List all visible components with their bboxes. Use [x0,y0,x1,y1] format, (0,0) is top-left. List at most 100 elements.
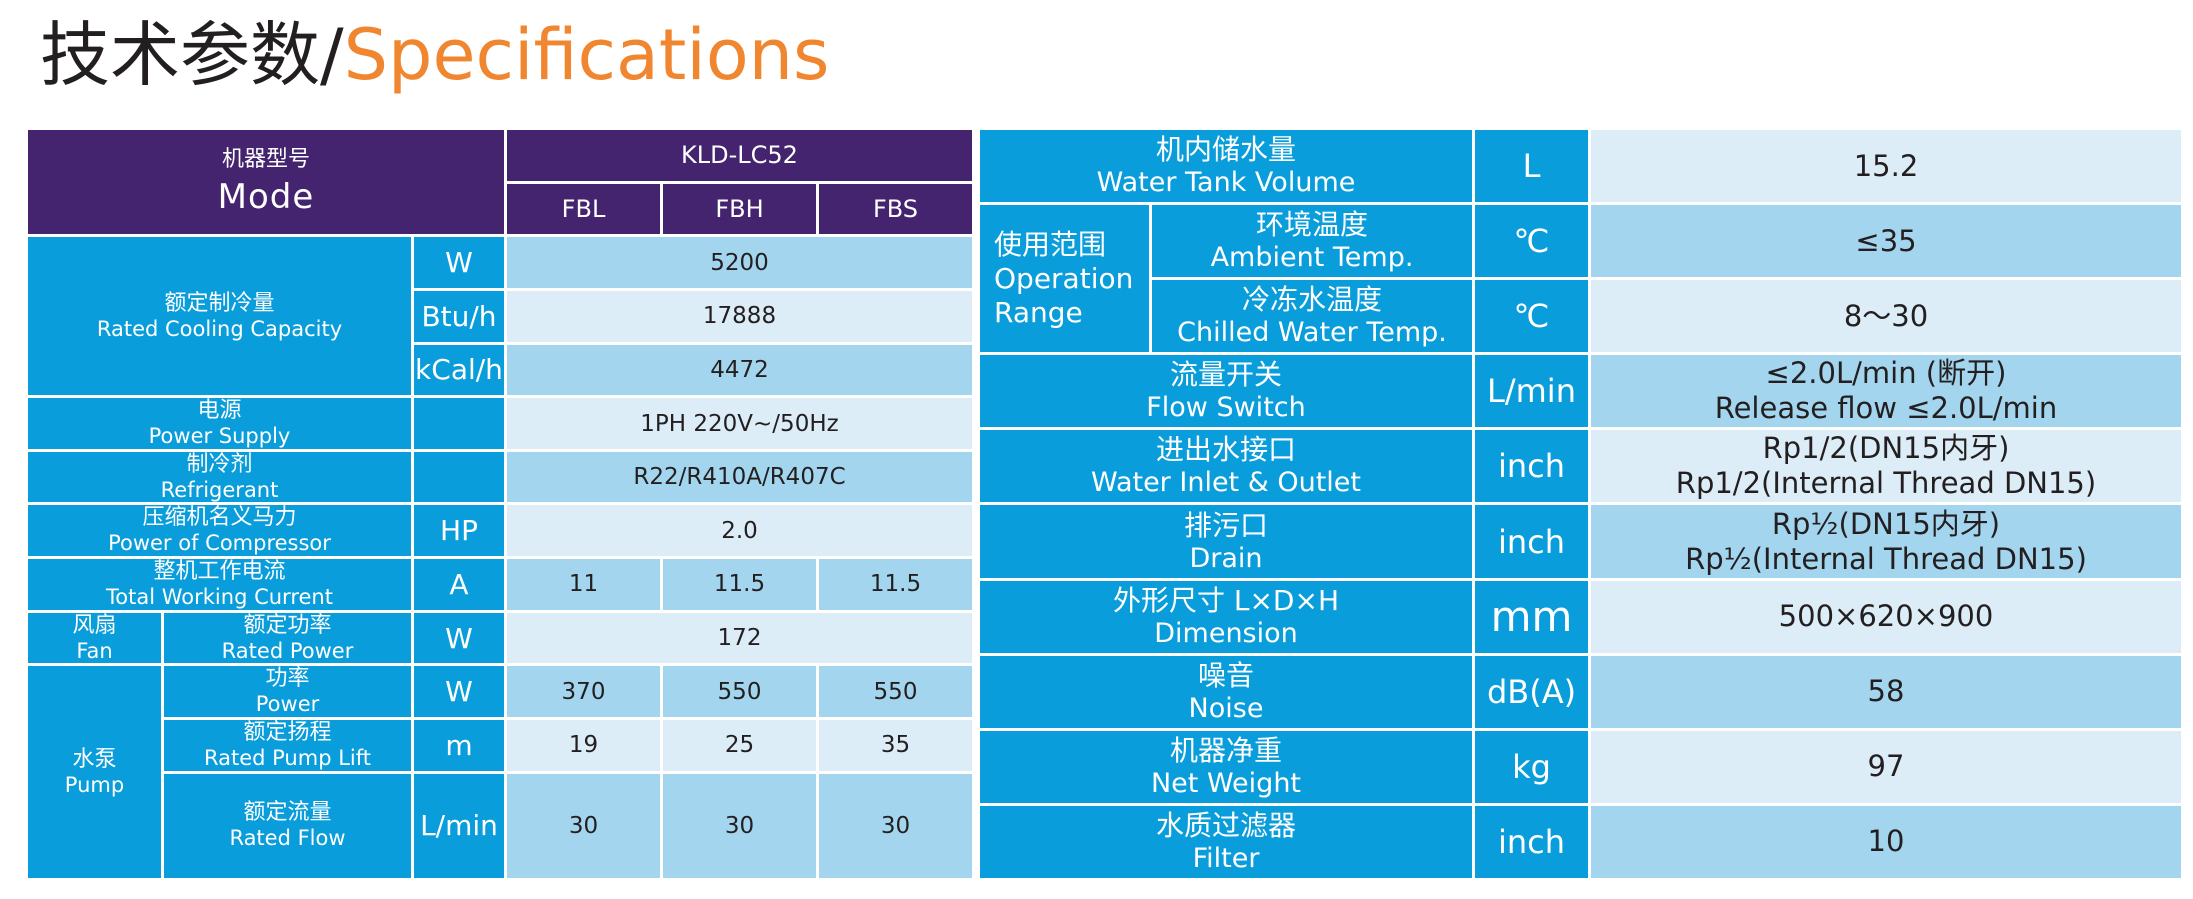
model-header: KLD-LC52 [507,130,972,181]
value-cell: 370 [507,666,660,718]
unit-cell [414,451,504,503]
label-en: Rated Flow [229,826,346,851]
unit-cell: inch [1475,430,1588,503]
filter-label: 水质过滤器 Filter [980,805,1472,878]
label-cn: 功率 [265,666,310,692]
label-en: Ambient Temp. [1210,242,1414,274]
value-cell: 11.5 [663,559,816,610]
unit-cell: A [414,559,504,610]
value-cell: 550 [819,666,972,718]
label-cn: 环境温度 [1255,208,1368,242]
unit-cell: W [414,612,504,664]
unit-cell: kg [1475,730,1588,803]
mode-label-cn: 机器型号 [221,147,310,173]
unit-cell: W [414,666,504,718]
value-cell: 11.5 [819,559,972,610]
refrigerant-label: 制冷剂 Refrigerant [28,451,411,503]
value-cell: 25 [663,720,816,771]
label-cn: 额定流量 [243,800,332,826]
unit-cell: L/min [414,773,504,878]
unit-cell: ℃ [1475,205,1588,278]
label-cn: 机器净重 [1169,733,1282,767]
label-en: Water Tank Volume [1096,167,1356,199]
operation-range-label: 使用范围 Operation Range [980,205,1149,353]
ambient-temp-label: 环境温度 Ambient Temp. [1152,205,1472,278]
unit-cell: dB(A) [1475,655,1588,728]
label-en: Water Inlet & Outlet [1090,467,1362,499]
label-en: Power [255,692,320,717]
value-cell: 19 [507,720,660,771]
value-cell: 58 [1591,655,2181,728]
tank-volume-label: 机内储水量 Water Tank Volume [980,130,1472,203]
label-en: Dimension [1154,617,1298,649]
value-cell: 97 [1591,730,2181,803]
value-cell: 550 [663,666,816,718]
label-en: Power Supply [148,424,291,449]
unit-cell: inch [1475,505,1588,578]
chilled-water-temp-label: 冷冻水温度 Chilled Water Temp. [1152,280,1472,353]
inlet-outlet-label: 进出水接口 Water Inlet & Outlet [980,430,1472,503]
flow-switch-label: 流量开关 Flow Switch [980,355,1472,428]
unit-cell: m [414,720,504,771]
label-en: Flow Switch [1146,392,1306,424]
unit-cell: W [414,237,504,288]
mode-label-en: Mode [217,177,315,218]
unit-cell: mm [1475,580,1588,653]
label-en: Operation [994,261,1134,295]
label-cn: 制冷剂 [186,451,253,477]
value-cell: 35 [819,720,972,771]
value-line: Release flow ≤2.0L/min [1714,391,2058,426]
label-en: Power of Compressor [108,531,331,556]
label-en: Net Weight [1150,767,1302,799]
value-cell: 30 [663,773,816,878]
power-supply-label: 电源 Power Supply [28,398,411,449]
noise-label: 噪音 Noise [980,655,1472,728]
specs-table-right: 机内储水量 Water Tank Volume L 15.2 使用范围 Oper… [980,130,2181,878]
label-cn: 噪音 [1197,658,1254,692]
label-cn: 压缩机名义马力 [142,505,297,531]
working-current-label: 整机工作电流 Total Working Current [28,559,411,610]
value-line: Rp1/2(Internal Thread DN15) [1675,466,2097,501]
label-en: Range [994,295,1083,329]
pump-flow-label: 额定流量 Rated Flow [164,773,411,878]
net-weight-label: 机器净重 Net Weight [980,730,1472,803]
compressor-label: 压缩机名义马力 Power of Compressor [28,505,411,557]
value-cell: R22/R410A/R407C [507,451,972,503]
label-cn: 排污口 [1183,508,1268,542]
label-en: Rated Pump Lift [203,745,371,770]
fan-rated-power-label: 额定功率 Rated Power [164,612,411,664]
value-cell: 30 [507,773,660,878]
pump-label: 水泵 Pump [28,666,161,878]
value-cell: 30 [819,773,972,878]
label-cn: 冷冻水温度 [1241,283,1382,317]
mode-header: 机器型号 Mode [28,130,504,235]
label-en: Noise [1188,692,1264,724]
pump-power-label: 功率 Power [164,666,411,718]
page-title-chinese: 技术参数/ [40,14,344,96]
value-cell: 2.0 [507,505,972,557]
label-en: Total Working Current [106,584,333,609]
unit-cell: HP [414,505,504,557]
value-cell: 4472 [507,344,972,396]
page-title: 技术参数/Specifications [40,10,830,100]
label-cn: 电源 [197,398,242,424]
label-cn: 风扇 [72,612,117,638]
label-en: Drain [1189,542,1263,574]
label-en: Rated Power [221,638,354,663]
label-en: Refrigerant [160,477,279,502]
label-cn: 流量开关 [1169,358,1282,392]
cooling-capacity-label: 额定制冷量 Rated Cooling Capacity [28,237,411,396]
label-en: Chilled Water Temp. [1177,317,1447,349]
label-cn: 进出水接口 [1155,433,1296,467]
page-title-english: Specifications [343,14,830,96]
label-cn: 额定扬程 [243,720,332,745]
value-cell: 500×620×900 [1591,580,2181,653]
value-cell: 172 [507,612,972,664]
value-cell: ≤35 [1591,205,2181,278]
label-cn: 外形尺寸 L×D×H [1112,583,1340,617]
value-line: Rp1/2(DN15内牙) [1762,431,2010,466]
drain-label: 排污口 Drain [980,505,1472,578]
specs-table-left: 机器型号 Mode KLD-LC52 FBL FBH FBS 额定制冷量 Rat… [28,130,972,878]
label-en: Fan [76,638,113,663]
label-cn: 额定功率 [243,612,332,638]
